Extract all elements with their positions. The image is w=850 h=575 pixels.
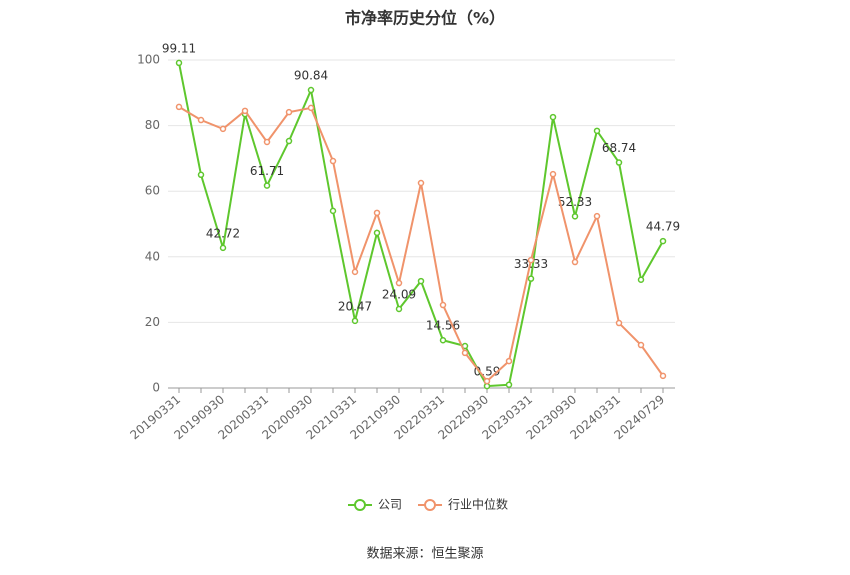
y-tick-label: 60 xyxy=(145,184,160,198)
point xyxy=(505,357,513,365)
point xyxy=(549,113,557,121)
point xyxy=(505,381,513,388)
value-label: 24.09 xyxy=(382,287,416,301)
point xyxy=(461,349,469,357)
point xyxy=(329,207,337,215)
point xyxy=(615,159,623,166)
point xyxy=(483,377,491,385)
point xyxy=(637,341,645,349)
y-tick-label: 40 xyxy=(145,249,160,263)
point xyxy=(593,212,601,220)
source: 数据来源：恒生聚源 xyxy=(366,547,483,562)
series-line xyxy=(178,106,664,383)
y-tick-label: 100 xyxy=(137,53,160,67)
point xyxy=(351,268,359,276)
point xyxy=(285,137,293,145)
point xyxy=(373,209,381,217)
value-label: 44.79 xyxy=(646,220,680,234)
value-label: 52.33 xyxy=(558,195,592,209)
point xyxy=(549,170,557,178)
point xyxy=(263,182,271,189)
value-label: 99.11 xyxy=(162,41,196,55)
value-label: 20.47 xyxy=(338,299,372,313)
point xyxy=(659,237,667,245)
point xyxy=(439,336,447,344)
point xyxy=(307,86,315,94)
point xyxy=(571,213,579,220)
point xyxy=(197,116,205,124)
point xyxy=(637,276,645,284)
point xyxy=(351,317,359,325)
point xyxy=(285,108,293,116)
value-label: 42.72 xyxy=(206,226,240,240)
value-label: 68.74 xyxy=(602,141,636,155)
point xyxy=(219,125,227,133)
legend-label: 行业中位数 xyxy=(448,497,508,512)
y-tick-label: 80 xyxy=(145,118,160,132)
point xyxy=(417,179,425,187)
series-line xyxy=(178,62,664,388)
legend-label: 公司 xyxy=(378,498,402,512)
point xyxy=(527,275,535,282)
point xyxy=(395,279,403,287)
point xyxy=(197,171,205,179)
value-label: 61.71 xyxy=(250,164,284,178)
point xyxy=(527,256,535,264)
point xyxy=(175,103,183,111)
y-tick-label: 20 xyxy=(145,315,160,329)
point xyxy=(395,305,403,313)
point xyxy=(417,277,425,285)
point xyxy=(263,138,271,146)
point xyxy=(373,229,381,237)
value-label: 90.84 xyxy=(294,69,328,83)
y-tick-label: 0 xyxy=(152,381,160,395)
chart-title: 市净率历史分位（%） xyxy=(345,9,505,28)
point xyxy=(659,372,667,380)
point xyxy=(241,107,249,115)
point xyxy=(615,319,623,327)
point xyxy=(571,258,579,266)
point xyxy=(439,301,447,309)
legend-marker xyxy=(424,499,437,511)
point xyxy=(593,127,601,135)
legend-marker xyxy=(354,499,366,511)
point xyxy=(175,59,183,67)
point xyxy=(307,104,315,112)
point xyxy=(329,157,337,165)
point xyxy=(219,244,227,252)
